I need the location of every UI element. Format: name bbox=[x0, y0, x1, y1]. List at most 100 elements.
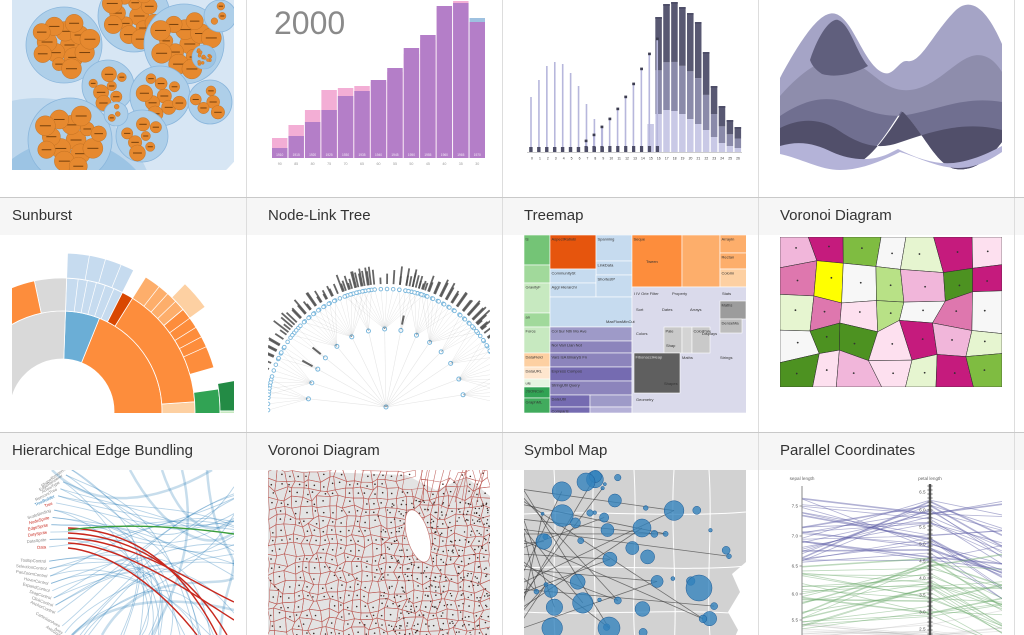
svg-text:DataSprite: DataSprite bbox=[26, 537, 47, 544]
svg-text:Stats: Stats bbox=[722, 291, 731, 296]
svg-text:4: 4 bbox=[563, 157, 565, 161]
svg-text:DateUtil: DateUtil bbox=[552, 397, 566, 402]
title-voronoi-diagram[interactable]: Voronoi Diagram bbox=[768, 198, 1024, 235]
svg-text:65: 65 bbox=[360, 162, 364, 166]
svg-text:11: 11 bbox=[617, 157, 621, 161]
svg-text:petal length: petal length bbox=[918, 476, 942, 481]
svg-text:Shap: Shap bbox=[666, 343, 676, 348]
svg-text:StringUtil Query: StringUtil Query bbox=[552, 383, 580, 388]
svg-text:Maths: Maths bbox=[722, 303, 733, 308]
title-node-link-tree[interactable]: Node-Link Tree bbox=[256, 198, 512, 235]
svg-text:6.0: 6.0 bbox=[919, 508, 926, 513]
svg-text:TooltipControl: TooltipControl bbox=[20, 558, 46, 564]
svg-text:1: 1 bbox=[539, 157, 541, 161]
streamgraph-thumbnail bbox=[780, 0, 1002, 170]
svg-text:16: 16 bbox=[657, 157, 661, 161]
svg-text:1915: 1915 bbox=[293, 153, 300, 157]
svg-text:Colors: Colors bbox=[636, 331, 648, 336]
svg-text:4.0: 4.0 bbox=[919, 576, 926, 581]
parallel-coordinates-thumbnail: 7.57.06.56.05.56.56.05.55.04.54.03.53.02… bbox=[780, 470, 1002, 635]
title-sunburst[interactable]: Sunburst bbox=[0, 198, 256, 235]
svg-text:12: 12 bbox=[625, 157, 629, 161]
svg-text:6.5: 6.5 bbox=[919, 490, 926, 495]
gallery-item-streamgraph[interactable] bbox=[768, 0, 1024, 197]
svg-text:Data: Data bbox=[37, 544, 47, 550]
svg-text:Pale: Pale bbox=[666, 329, 675, 334]
svg-text:5.5: 5.5 bbox=[792, 618, 799, 623]
svg-text:DenseMa: DenseMa bbox=[722, 321, 740, 326]
svg-text:Col Sur Nth Mo Ave: Col Sur Nth Mo Ave bbox=[552, 329, 588, 334]
title-voronoi-diagram-map[interactable]: Voronoi Diagram bbox=[256, 433, 512, 470]
svg-text:45: 45 bbox=[426, 162, 430, 166]
svg-text:LinkData: LinkData bbox=[598, 263, 615, 268]
gallery-item-circle-packing[interactable] bbox=[0, 0, 256, 197]
svg-text:30: 30 bbox=[475, 162, 479, 166]
gallery-row-2-labels: Sunburst Node-Link Tree Treemap Voronoi … bbox=[0, 197, 1024, 235]
svg-text:6.5: 6.5 bbox=[792, 564, 799, 569]
svg-text:7.5: 7.5 bbox=[792, 504, 799, 509]
svg-text:55: 55 bbox=[393, 162, 397, 166]
treemap-thumbnail: tsGravityFanForceDataFieldDataURLuleJSON… bbox=[524, 235, 746, 413]
svg-text:22: 22 bbox=[704, 157, 708, 161]
svg-text:Displays: Displays bbox=[702, 331, 717, 336]
svg-text:Force: Force bbox=[526, 329, 537, 334]
svg-text:20: 20 bbox=[689, 157, 693, 161]
svg-text:Strings: Strings bbox=[720, 355, 732, 360]
title-symbol-map[interactable]: Symbol Map bbox=[512, 433, 768, 470]
title-treemap[interactable]: Treemap bbox=[512, 198, 768, 235]
gallery-item-symbol-map[interactable] bbox=[512, 470, 768, 635]
svg-text:MaxFlowMinCut: MaxFlowMinCut bbox=[606, 319, 636, 324]
svg-text:1955: 1955 bbox=[424, 153, 431, 157]
svg-text:Express Compos: Express Compos bbox=[552, 369, 582, 374]
gallery-item-voronoi-map[interactable] bbox=[256, 470, 512, 635]
svg-text:2.5: 2.5 bbox=[919, 627, 926, 632]
svg-text:60: 60 bbox=[377, 162, 381, 166]
svg-text:DataURL: DataURL bbox=[526, 369, 543, 374]
svg-text:Sort: Sort bbox=[636, 307, 644, 312]
svg-text:ule: ule bbox=[526, 381, 532, 386]
svg-text:1950: 1950 bbox=[408, 153, 415, 157]
svg-text:1970: 1970 bbox=[474, 153, 481, 157]
svg-text:85: 85 bbox=[294, 162, 298, 166]
svg-text:3.5: 3.5 bbox=[919, 593, 926, 598]
svg-text:18: 18 bbox=[673, 157, 677, 161]
svg-text:DataField: DataField bbox=[526, 355, 543, 360]
title-parallel-coordinates[interactable]: Parallel Coordinates bbox=[768, 433, 1024, 470]
svg-text:Arrays: Arrays bbox=[690, 307, 702, 312]
svg-text:GraphML: GraphML bbox=[526, 400, 543, 405]
svg-text:ShortestP: ShortestP bbox=[598, 277, 616, 282]
svg-text:19: 19 bbox=[681, 157, 685, 161]
svg-text:Tween: Tween bbox=[646, 259, 658, 264]
title-hierarchical-edge-bundling[interactable]: Hierarchical Edge Bundling bbox=[0, 433, 256, 470]
svg-text:Aggl Hierarchi: Aggl Hierarchi bbox=[552, 285, 577, 290]
svg-text:13: 13 bbox=[633, 157, 637, 161]
svg-text:5.5: 5.5 bbox=[919, 525, 926, 530]
svg-text:Vars IsA BinaryS Fn: Vars IsA BinaryS Fn bbox=[552, 355, 588, 360]
gallery-item-node-link-tree[interactable] bbox=[256, 235, 512, 432]
svg-text:FibonacciHeap: FibonacciHeap bbox=[636, 355, 663, 360]
svg-text:24: 24 bbox=[720, 157, 724, 161]
svg-text:50: 50 bbox=[409, 162, 413, 166]
svg-text:10: 10 bbox=[609, 157, 613, 161]
svg-text:6.0: 6.0 bbox=[792, 592, 799, 597]
svg-text:14: 14 bbox=[641, 157, 645, 161]
svg-text:35: 35 bbox=[459, 162, 463, 166]
svg-text:Maths: Maths bbox=[682, 355, 693, 360]
svg-text:75: 75 bbox=[327, 162, 331, 166]
gallery-row-3-labels: Hierarchical Edge Bundling Voronoi Diagr… bbox=[0, 432, 1024, 470]
svg-text:17: 17 bbox=[665, 157, 669, 161]
svg-text:I IV Orie Filter: I IV Orie Filter bbox=[634, 291, 659, 296]
gallery-item-sunburst[interactable] bbox=[0, 235, 256, 432]
svg-text:5.0: 5.0 bbox=[919, 542, 926, 547]
svg-text:1940: 1940 bbox=[375, 153, 382, 157]
svg-text:Comparis: Comparis bbox=[552, 409, 569, 414]
gallery-item-voronoi-cells[interactable] bbox=[768, 235, 1024, 432]
